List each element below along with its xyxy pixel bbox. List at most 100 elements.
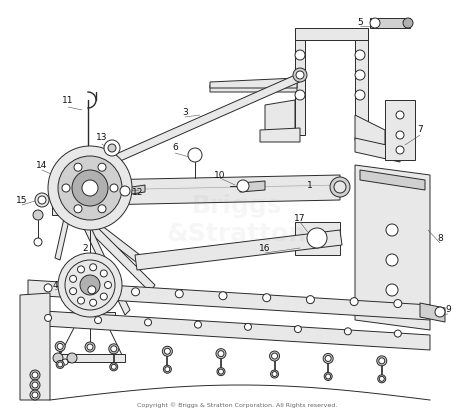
- Polygon shape: [360, 170, 425, 190]
- Circle shape: [48, 146, 132, 230]
- Circle shape: [324, 372, 332, 380]
- Circle shape: [30, 370, 40, 380]
- Circle shape: [74, 205, 82, 213]
- Polygon shape: [75, 210, 155, 292]
- Polygon shape: [125, 185, 145, 195]
- Polygon shape: [70, 312, 115, 320]
- Circle shape: [67, 353, 77, 363]
- Text: 17: 17: [294, 213, 306, 222]
- Circle shape: [44, 284, 52, 292]
- Polygon shape: [98, 72, 304, 170]
- Circle shape: [386, 284, 398, 296]
- Circle shape: [30, 390, 40, 400]
- Text: 13: 13: [96, 133, 108, 143]
- Circle shape: [175, 290, 183, 298]
- Circle shape: [295, 90, 305, 100]
- Circle shape: [70, 288, 77, 295]
- Circle shape: [45, 314, 52, 321]
- Circle shape: [131, 288, 139, 296]
- Circle shape: [188, 148, 202, 162]
- Circle shape: [270, 351, 280, 361]
- Circle shape: [396, 111, 404, 119]
- Circle shape: [325, 356, 331, 361]
- Circle shape: [296, 71, 304, 79]
- Polygon shape: [210, 78, 297, 88]
- Circle shape: [355, 90, 365, 100]
- Circle shape: [217, 368, 225, 376]
- Circle shape: [377, 356, 387, 366]
- Circle shape: [245, 323, 251, 330]
- Text: 4: 4: [52, 281, 58, 290]
- Text: Briggs
&Stratton: Briggs &Stratton: [167, 194, 307, 246]
- Circle shape: [307, 228, 327, 248]
- Text: 12: 12: [132, 187, 144, 197]
- Circle shape: [379, 376, 384, 382]
- Circle shape: [82, 179, 108, 205]
- Circle shape: [62, 184, 70, 192]
- Polygon shape: [95, 175, 340, 205]
- Circle shape: [90, 299, 97, 306]
- Circle shape: [33, 210, 43, 220]
- Polygon shape: [355, 115, 385, 145]
- Polygon shape: [55, 205, 72, 260]
- Polygon shape: [80, 215, 130, 315]
- Circle shape: [164, 365, 172, 373]
- Circle shape: [120, 186, 130, 196]
- Circle shape: [32, 372, 38, 378]
- Circle shape: [100, 270, 107, 277]
- Circle shape: [82, 180, 98, 196]
- Circle shape: [38, 196, 46, 204]
- Text: 14: 14: [36, 161, 48, 169]
- Circle shape: [57, 344, 63, 349]
- Text: 7: 7: [417, 126, 423, 134]
- Circle shape: [378, 375, 386, 383]
- Circle shape: [164, 348, 170, 354]
- Circle shape: [323, 353, 333, 363]
- Circle shape: [58, 156, 122, 220]
- Circle shape: [294, 325, 301, 332]
- Circle shape: [355, 50, 365, 60]
- Text: 8: 8: [437, 234, 443, 243]
- Polygon shape: [385, 100, 415, 160]
- Text: Copyright © Briggs & Stratton Corporation. All Rights reserved.: Copyright © Briggs & Stratton Corporatio…: [137, 402, 337, 408]
- Circle shape: [326, 374, 331, 379]
- Circle shape: [109, 344, 119, 354]
- Circle shape: [263, 294, 271, 302]
- Circle shape: [111, 364, 116, 369]
- Circle shape: [110, 363, 118, 371]
- Circle shape: [111, 346, 117, 352]
- Circle shape: [34, 238, 42, 246]
- Polygon shape: [20, 293, 50, 400]
- Circle shape: [78, 266, 84, 273]
- Circle shape: [272, 372, 277, 377]
- Circle shape: [55, 342, 65, 351]
- Circle shape: [104, 140, 120, 156]
- Circle shape: [271, 370, 279, 378]
- Circle shape: [145, 319, 152, 326]
- Circle shape: [379, 358, 385, 364]
- Circle shape: [30, 380, 40, 390]
- Polygon shape: [71, 205, 140, 262]
- Circle shape: [396, 146, 404, 154]
- Polygon shape: [355, 30, 368, 130]
- Polygon shape: [52, 205, 80, 215]
- Polygon shape: [135, 230, 342, 270]
- Circle shape: [386, 254, 398, 266]
- Text: 3: 3: [182, 108, 188, 117]
- Circle shape: [100, 293, 107, 300]
- Polygon shape: [295, 28, 368, 40]
- Circle shape: [56, 360, 64, 368]
- Text: 15: 15: [16, 196, 28, 204]
- Text: 10: 10: [214, 171, 226, 180]
- Circle shape: [396, 131, 404, 139]
- Circle shape: [58, 362, 63, 367]
- Circle shape: [334, 181, 346, 193]
- Circle shape: [87, 184, 103, 200]
- Circle shape: [355, 70, 365, 80]
- Circle shape: [216, 349, 226, 358]
- Polygon shape: [295, 222, 340, 255]
- Circle shape: [94, 317, 101, 324]
- Polygon shape: [260, 128, 300, 142]
- Circle shape: [295, 50, 305, 60]
- Circle shape: [218, 351, 224, 357]
